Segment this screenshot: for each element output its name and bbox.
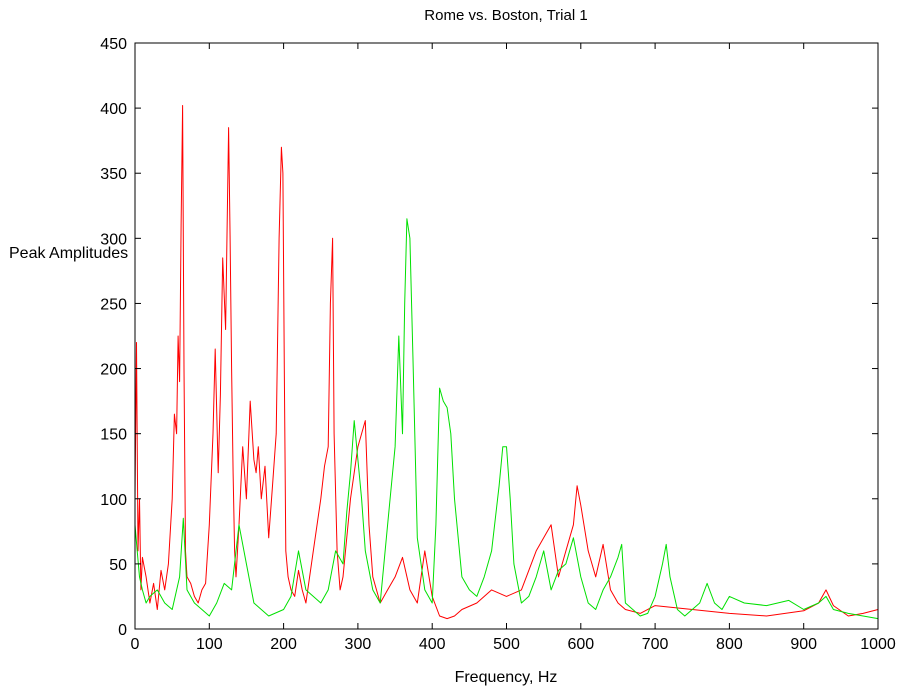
plot-area: [134, 105, 879, 620]
x-tick-label: 0: [131, 636, 140, 653]
x-tick-label: 1000: [860, 636, 896, 653]
y-tick-label: 300: [100, 231, 127, 248]
y-tick-label: 150: [100, 427, 127, 444]
y-axis-label: Peak Amplitudes: [9, 245, 128, 262]
y-tick-label: 50: [109, 557, 127, 574]
y-tick-label: 0: [118, 622, 127, 639]
x-tick-label: 500: [493, 636, 520, 653]
y-tick-label: 250: [100, 296, 127, 313]
x-tick-label: 100: [196, 636, 223, 653]
x-tick-label: 600: [567, 636, 594, 653]
y-tick-label: 350: [100, 166, 127, 183]
x-tick-label: 400: [419, 636, 446, 653]
x-tick-label: 200: [270, 636, 297, 653]
x-tick-label: 300: [345, 636, 372, 653]
chart-title: Rome vs. Boston, Trial 1: [424, 7, 587, 24]
x-axis-label: Frequency, Hz: [455, 669, 558, 686]
x-tick-label: 700: [642, 636, 669, 653]
series-line-1: [134, 105, 879, 620]
x-axis: 0 100 200 300 400 500 600 700 800 900 1000: [131, 43, 896, 653]
x-tick-label: 900: [790, 636, 817, 653]
series-line-2: [134, 218, 879, 620]
y-tick-label: 450: [100, 36, 127, 53]
plot-frame: [134, 42, 879, 630]
y-tick-label: 400: [100, 101, 127, 118]
y-tick-label: 100: [100, 492, 127, 509]
y-axis: 0 50 100 150 200 250 300 350 400 450: [100, 36, 878, 639]
y-tick-label: 200: [100, 362, 127, 379]
x-tick-label: 800: [716, 636, 743, 653]
